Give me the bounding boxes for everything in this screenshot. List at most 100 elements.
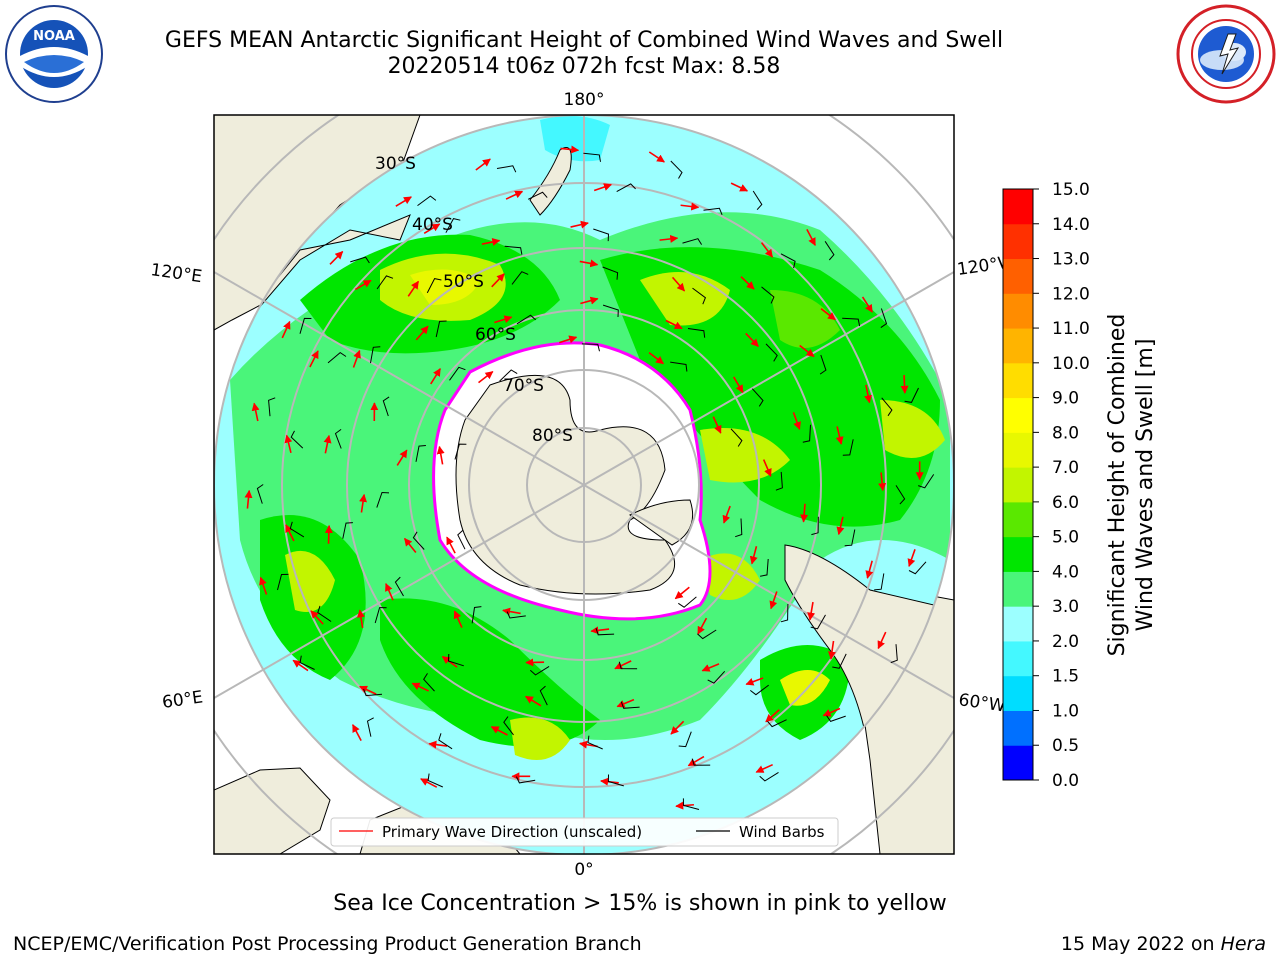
wind-barb bbox=[299, 317, 312, 334]
wave-direction-arrow bbox=[730, 182, 749, 192]
wave-direction-arrow bbox=[877, 631, 887, 650]
wave-direction-arrow bbox=[324, 524, 333, 544]
colorbar-swatch bbox=[1003, 710, 1033, 746]
wave-direction-arrow bbox=[423, 223, 441, 235]
colorbar-tick-label: 0.0 bbox=[1052, 771, 1079, 791]
wind-barb bbox=[819, 354, 827, 375]
wind-barbs bbox=[256, 152, 935, 810]
wave-direction-arrow bbox=[861, 296, 873, 313]
wave-direction-arrow bbox=[835, 426, 844, 445]
wave-direction-arrow bbox=[559, 335, 578, 344]
wind-barb bbox=[670, 160, 683, 179]
wind-barb bbox=[842, 439, 854, 456]
wave-direction-arrow bbox=[403, 537, 417, 554]
wave-direction-arrow bbox=[579, 259, 599, 268]
wind-barb bbox=[752, 190, 763, 211]
wave-direction-arrow bbox=[490, 726, 508, 736]
colorbar-swatch bbox=[1003, 223, 1033, 260]
colorbar-tick-label: 4.0 bbox=[1052, 562, 1079, 582]
colorbar-label-line1: Significant Height of Combined bbox=[1105, 314, 1130, 657]
wave-direction-arrow bbox=[900, 375, 909, 394]
wave-direction-arrow bbox=[749, 546, 758, 565]
wave-direction-arrow bbox=[420, 778, 438, 788]
wave-direction-legend-label: Primary Wave Direction (unscaled) bbox=[382, 823, 642, 841]
wind-barb bbox=[759, 771, 779, 782]
wave-direction-arrow bbox=[478, 370, 494, 384]
wave-direction-arrow bbox=[491, 273, 505, 288]
wave-direction-arrow bbox=[760, 242, 774, 258]
wave-direction-arrow bbox=[352, 349, 361, 368]
wind-barb bbox=[317, 605, 332, 622]
wave-direction-arrow bbox=[671, 276, 686, 292]
lat-label-70s: 70°S bbox=[503, 376, 544, 396]
wave-direction-arrow bbox=[762, 459, 772, 477]
wave-direction-arrow bbox=[354, 279, 372, 291]
wave-direction-arrow bbox=[580, 296, 599, 305]
colorbar-swatch bbox=[1003, 397, 1033, 433]
wind-barb bbox=[256, 484, 264, 504]
colorbar-swatch bbox=[1003, 501, 1033, 538]
wave-direction-arrow bbox=[659, 234, 679, 243]
wave-direction-arrow bbox=[359, 493, 368, 513]
wind-barb bbox=[516, 314, 537, 325]
colorbar-tick-label: 8.0 bbox=[1052, 423, 1079, 443]
wind-barb bbox=[363, 688, 383, 697]
wind-barb bbox=[707, 670, 726, 684]
wind-barb bbox=[350, 256, 370, 264]
graticule bbox=[214, 115, 954, 854]
colorbar-swatch bbox=[1003, 640, 1033, 677]
colorbar-tick-label: 1.5 bbox=[1052, 667, 1079, 687]
wind-barb bbox=[692, 287, 707, 305]
wind-barb bbox=[730, 428, 743, 447]
wind-barb bbox=[620, 701, 640, 709]
colorbar-label-line2: Wind Waves and Swell [m] bbox=[1133, 339, 1158, 632]
colorbar-swatch bbox=[1003, 293, 1033, 329]
wind-barb bbox=[527, 191, 548, 200]
wind-barb bbox=[802, 424, 811, 443]
wave-direction-arrow bbox=[385, 582, 394, 601]
wind-barb bbox=[844, 529, 856, 547]
wave-direction-arrow bbox=[907, 549, 916, 568]
wave-direction-arrow bbox=[411, 682, 429, 692]
noaa-logo: NOAA bbox=[5, 5, 103, 103]
wind-barb bbox=[751, 388, 764, 407]
wind-barb bbox=[454, 443, 467, 460]
lon-label-180: 180° bbox=[564, 90, 605, 110]
wave-direction-arrow bbox=[524, 695, 542, 707]
wind-barb bbox=[775, 471, 783, 491]
wind-barb bbox=[426, 278, 442, 294]
colorbar-swatch bbox=[1003, 606, 1033, 642]
wind-barb bbox=[415, 445, 426, 462]
wave-direction-arrow bbox=[836, 516, 845, 536]
credit-date: 15 May 2022 on bbox=[1060, 933, 1221, 955]
wind-barb bbox=[289, 521, 305, 538]
wind-barb bbox=[749, 684, 769, 696]
wind-barb bbox=[504, 245, 523, 255]
wave-direction-arrow bbox=[616, 698, 635, 708]
wind-barb bbox=[342, 522, 353, 539]
wave-direction-arrow bbox=[396, 449, 408, 466]
lon-label-60w: 60°W bbox=[957, 690, 1006, 716]
wind-barb bbox=[890, 644, 898, 664]
wind-barb bbox=[904, 387, 919, 403]
wave-direction-arrow bbox=[481, 238, 501, 246]
colorbar-swatch bbox=[1003, 432, 1033, 468]
wind-barb bbox=[874, 573, 885, 591]
wave-direction-arrow bbox=[505, 190, 524, 200]
wave-direction-arrow bbox=[352, 723, 362, 742]
wave-direction-arrow bbox=[309, 350, 319, 368]
wind-barb bbox=[374, 607, 387, 624]
wave-direction-arrow bbox=[502, 607, 521, 616]
wave-direction-arrow bbox=[453, 610, 463, 628]
wind-barb bbox=[449, 366, 466, 381]
wave-direction-arrow bbox=[570, 220, 589, 229]
wind-barb bbox=[438, 733, 453, 750]
colorbar: 0.0 0.5 1.0 1.5 2.0 3.0 4.0 5.0 6.0 7.0 8.0 9.0 10.0… bbox=[1002, 180, 1158, 791]
wave-direction-arrow bbox=[251, 402, 260, 422]
wave-direction-arrow bbox=[674, 586, 690, 600]
colorbar-swatch bbox=[1003, 467, 1033, 503]
lat-label-40s: 40°S bbox=[412, 215, 453, 235]
lat-label-30s: 30°S bbox=[375, 154, 416, 174]
wave-direction-arrow bbox=[428, 740, 448, 749]
